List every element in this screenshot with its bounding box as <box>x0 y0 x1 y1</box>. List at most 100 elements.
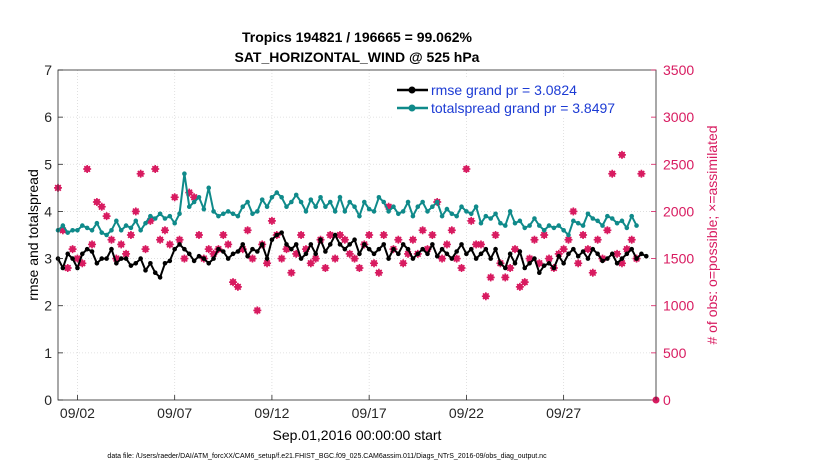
spread-point <box>575 220 581 226</box>
plot-area <box>58 70 656 400</box>
obs-point <box>462 165 471 173</box>
spread-point <box>230 211 236 217</box>
obs-point <box>68 245 77 254</box>
rmse-point <box>580 249 586 254</box>
obs-point <box>248 254 257 263</box>
spread-point <box>580 223 586 228</box>
spread-point <box>595 218 600 224</box>
rmse-point <box>80 251 85 257</box>
rmse-point <box>459 242 464 247</box>
rmse-point <box>420 246 425 252</box>
rmse-point <box>84 246 90 252</box>
rmse-point <box>337 242 343 247</box>
rmse-point <box>327 242 333 247</box>
spread-point <box>439 213 445 219</box>
rmse-point <box>138 256 143 261</box>
rmse-point <box>89 249 95 254</box>
obs-point <box>229 278 238 287</box>
obs-point <box>608 169 617 178</box>
rmse-point <box>269 237 275 243</box>
rmse-point <box>230 251 236 257</box>
x-tick-label: 09/17 <box>352 405 387 421</box>
rmse-point <box>396 251 401 257</box>
spread-point <box>216 213 221 219</box>
obs-point <box>340 235 349 244</box>
x-axis-label: Sep.01,2016 00:00:00 start <box>273 427 442 443</box>
rmse-point <box>415 251 421 257</box>
rmse-point <box>225 256 231 261</box>
rmse-point <box>571 246 576 252</box>
y-tick-label-left: 7 <box>44 62 52 78</box>
spread-point <box>425 209 430 214</box>
spread-point <box>327 199 333 205</box>
rmse-point <box>483 246 489 252</box>
obs-point <box>617 150 626 159</box>
obs-point <box>350 254 359 263</box>
obs-point <box>491 231 500 239</box>
rmse-point <box>386 256 391 261</box>
rmse-point <box>182 246 187 252</box>
spread-point <box>517 218 523 224</box>
obs-point <box>126 231 135 239</box>
spread-point <box>605 213 610 219</box>
rmse-layer <box>55 230 649 280</box>
rmse-point <box>191 258 197 264</box>
rmse-point <box>425 251 430 257</box>
rmse-point <box>70 256 75 261</box>
rmse-point <box>449 256 455 261</box>
rmse-point <box>94 260 100 266</box>
obs-point <box>637 169 646 178</box>
obs-point <box>457 264 466 272</box>
spread-point <box>269 194 275 200</box>
spread-point <box>162 216 168 221</box>
spread-point <box>483 213 489 219</box>
spread-point <box>400 209 406 214</box>
x-tick-label: 09/12 <box>254 405 289 421</box>
obs-point <box>511 245 520 254</box>
rmse-point <box>629 246 634 252</box>
spread-point <box>366 206 372 212</box>
rmse-point <box>114 260 119 266</box>
spread-point <box>541 227 547 233</box>
rmse-point <box>118 256 124 261</box>
spread-point <box>464 209 469 214</box>
obs-point <box>467 216 476 225</box>
obs-point <box>603 226 612 235</box>
spread-point <box>614 220 620 226</box>
spread-point <box>172 220 177 226</box>
obs-point <box>122 249 131 258</box>
obs-point <box>627 235 636 244</box>
spread-point <box>600 223 605 228</box>
rmse-point <box>468 246 474 252</box>
y-axis-label-right: # of obs: o=possible; ×=assimilated <box>704 125 720 344</box>
spread-point <box>342 209 348 214</box>
spread-point <box>123 223 129 228</box>
obs-point <box>107 235 116 244</box>
y-tick-label-left: 5 <box>44 156 52 172</box>
y-tick-label-right: 3000 <box>663 109 694 125</box>
obs-point <box>243 226 252 235</box>
spread-layer <box>55 171 639 238</box>
rmse-point <box>590 246 596 252</box>
obs-point <box>418 226 427 235</box>
spread-point <box>357 213 362 219</box>
spread-point <box>250 211 255 217</box>
obs-point <box>501 273 510 282</box>
rmse-point <box>605 256 610 261</box>
rmse-point <box>308 242 314 247</box>
rmse-point <box>201 256 207 261</box>
spread-point <box>152 216 158 221</box>
spread-point <box>308 197 314 202</box>
legend-box <box>393 78 651 118</box>
obs-point <box>428 231 437 239</box>
spread-point <box>143 220 148 226</box>
spread-point <box>386 209 391 214</box>
rmse-point <box>352 237 357 243</box>
rmse-point <box>473 256 479 261</box>
obs-point <box>370 259 379 268</box>
rmse-point <box>216 246 221 252</box>
spread-point <box>109 227 114 233</box>
spread-point <box>133 218 139 224</box>
y-tick-label-left: 4 <box>44 203 52 219</box>
y-tick-label-left: 3 <box>44 251 52 267</box>
